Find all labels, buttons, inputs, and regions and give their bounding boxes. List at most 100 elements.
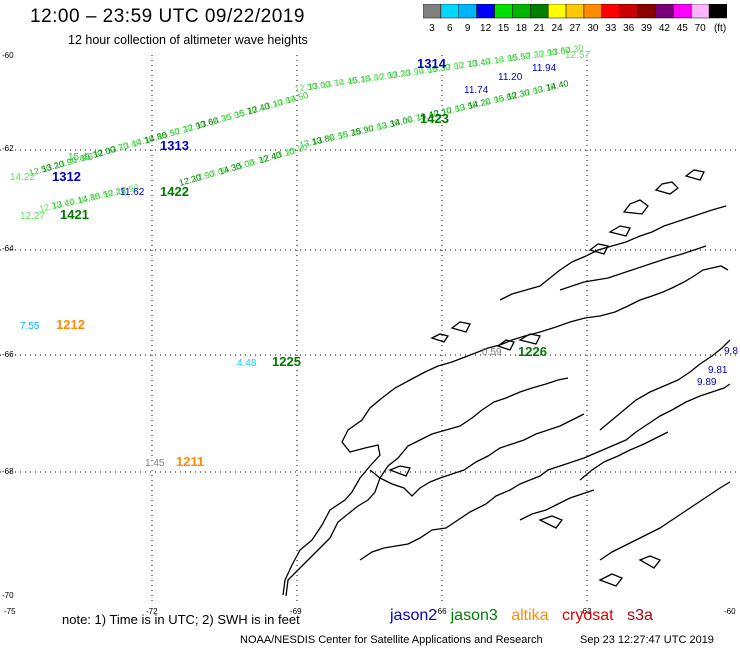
pass-id: 1225 [272, 354, 301, 369]
pass-id: 1421 [60, 207, 89, 222]
track-swh-value: 14.00 [389, 114, 413, 129]
swh-value: 9.81 [708, 365, 728, 376]
track-swh-value: 15.90 [350, 123, 374, 138]
colorbar-label: 12 [480, 23, 492, 34]
colorbar-label: 3 [429, 23, 435, 34]
swh-value: 12.27 [20, 211, 45, 222]
swh-value: 12.57 [565, 50, 590, 61]
pass-id: 1314 [417, 56, 447, 71]
track-swh-value: 13.10 [298, 135, 322, 150]
pass-id: 1226 [518, 344, 547, 359]
colorbar-label: 33 [605, 23, 617, 34]
altimeter-tracks: 12.3013.0013.7014.4015.1015.8012.5013.20… [28, 43, 584, 214]
colorbar-label: 70 [695, 23, 707, 34]
track-swh-value: 12.70 [38, 199, 62, 214]
track-swh-value: 14.60 [414, 64, 438, 77]
track-swh-value: 15.40 [415, 108, 439, 123]
swh-value: 15.46 [68, 152, 93, 163]
track-swh-value: 13.40 [51, 196, 75, 211]
track-swh-value: 14.40 [334, 75, 358, 88]
track-swh-value: 14.70 [402, 111, 426, 126]
legend-jason3: jason3 [450, 607, 498, 624]
swh-value: 4.48 [237, 358, 257, 369]
track-swh-value: 15.20 [337, 126, 361, 141]
axis-labels: -60 -62 -64 -66 -68 -70 -75 -72 -69 -66 -63 -60 [2, 51, 736, 616]
track-swh-value: 13.30 [376, 117, 400, 132]
lon-label: -66 [435, 607, 447, 616]
swh-value: 7.55 [20, 321, 40, 332]
track-swh-value: 14.80 [77, 191, 101, 206]
track-swh-value: 15.10 [347, 73, 371, 86]
track-swh-value: 14.10 [481, 54, 505, 67]
track-swh-value: 15.50 [90, 188, 114, 203]
track-swh-value: 14.80 [494, 52, 518, 65]
lon-label: -72 [146, 607, 158, 616]
track-swh-value: 12.00 [441, 60, 465, 73]
credit-line: NOAA/NESDIS Center for Satellite Applica… [240, 634, 543, 646]
lat-label: -64 [2, 244, 14, 253]
track-swh-value: 12.30 [506, 87, 530, 102]
colorbar-label: 30 [587, 23, 599, 34]
track-swh-value: 13.50 [454, 99, 478, 114]
track-swh-value: 12.70 [454, 58, 478, 71]
lat-label: -60 [2, 51, 14, 60]
track-swh-value: 13.70 [532, 81, 556, 96]
track-swh-value: 12.60 [363, 120, 387, 135]
swh-value: 1.45 [145, 458, 165, 469]
pass-id: 1211 [176, 454, 204, 469]
colorbar-label: 15 [498, 23, 510, 34]
track-swh-value: 15.80 [361, 71, 385, 84]
colorbar-label: 9 [465, 23, 471, 34]
lon-label: -60 [724, 607, 736, 616]
satellite-legend: jason2 jason3 altika cryosat s3a [390, 607, 662, 625]
track-swh-value: 15.30 [427, 62, 451, 75]
legend-jason2: jason2 [390, 607, 438, 624]
generation-timestamp: Sep 23 12:27:47 UTC 2019 [580, 634, 714, 646]
track-swh-value: 13.40 [467, 56, 491, 69]
track-swh-value: 14.30 [561, 43, 585, 56]
colorbar-label: 45 [677, 23, 689, 34]
lon-label: -75 [4, 607, 16, 616]
track-swh-value: 12.90 [115, 182, 139, 197]
swh-value: 0.59 [482, 347, 502, 358]
pass-id: 1312 [52, 169, 81, 184]
track-swh-value: 12.30 [294, 81, 318, 94]
colorbar-label: 24 [552, 23, 564, 34]
swh-value: 11.94 [532, 63, 557, 74]
track-swh-value: 15.50 [507, 50, 531, 63]
track-swh-value: 12.20 [521, 49, 545, 62]
track-swh-value: 12.10 [428, 105, 452, 120]
pass-id: 1313 [160, 138, 189, 153]
footer-note: note: 1) Time is in UTC; 2) SWH is in fe… [62, 612, 300, 627]
map-subtitle: 12 hour collection of altimeter wave hei… [68, 33, 308, 47]
colorbar-label: 39 [641, 23, 653, 34]
track-swh-value: 13.70 [321, 77, 345, 90]
legend-altika: altika [511, 607, 549, 624]
lat-label: -66 [2, 350, 14, 359]
track-swh-value: 15.60 [493, 90, 517, 105]
swh-value: 9.8 [724, 346, 738, 357]
lat-label: -70 [2, 591, 14, 600]
map-title: 12:00 – 23:59 UTC 09/22/2019 [30, 6, 305, 27]
track-labels: 1314 1423 1313 1312 1422 1421 1212 1225 1226 1211… [10, 50, 738, 469]
track-swh-value: 14.20 [467, 96, 491, 111]
lon-label: -69 [290, 607, 302, 616]
swh-value: 11.74 [464, 85, 489, 96]
legend-s3a: s3a [627, 607, 653, 624]
track-swh-value: 13.00 [519, 84, 543, 99]
lon-label: -63 [580, 607, 592, 616]
colorbar-label: 18 [516, 23, 528, 34]
track-swh-value: 14.50 [324, 129, 348, 144]
legend-cryosat: cryosat [562, 607, 614, 624]
track-swh-value: 13.80 [311, 132, 335, 147]
track-swh-value: 13.60 [547, 45, 571, 58]
swh-value: 9.89 [697, 377, 717, 388]
lat-label: -68 [2, 467, 14, 476]
swh-value: 11.62 [120, 187, 145, 198]
swh-value: 11.20 [498, 72, 523, 83]
colorbar-label: 42 [659, 23, 671, 34]
track-swh-value: 14.40 [545, 78, 569, 93]
wave-height-colorbar: 3 6 9 12 15 18 21 24 27 30 33 36 39 42 45 70 (ft) [423, 4, 727, 34]
colorbar-label: 6 [447, 23, 453, 34]
track-swh-value: 12.20 [103, 185, 127, 200]
